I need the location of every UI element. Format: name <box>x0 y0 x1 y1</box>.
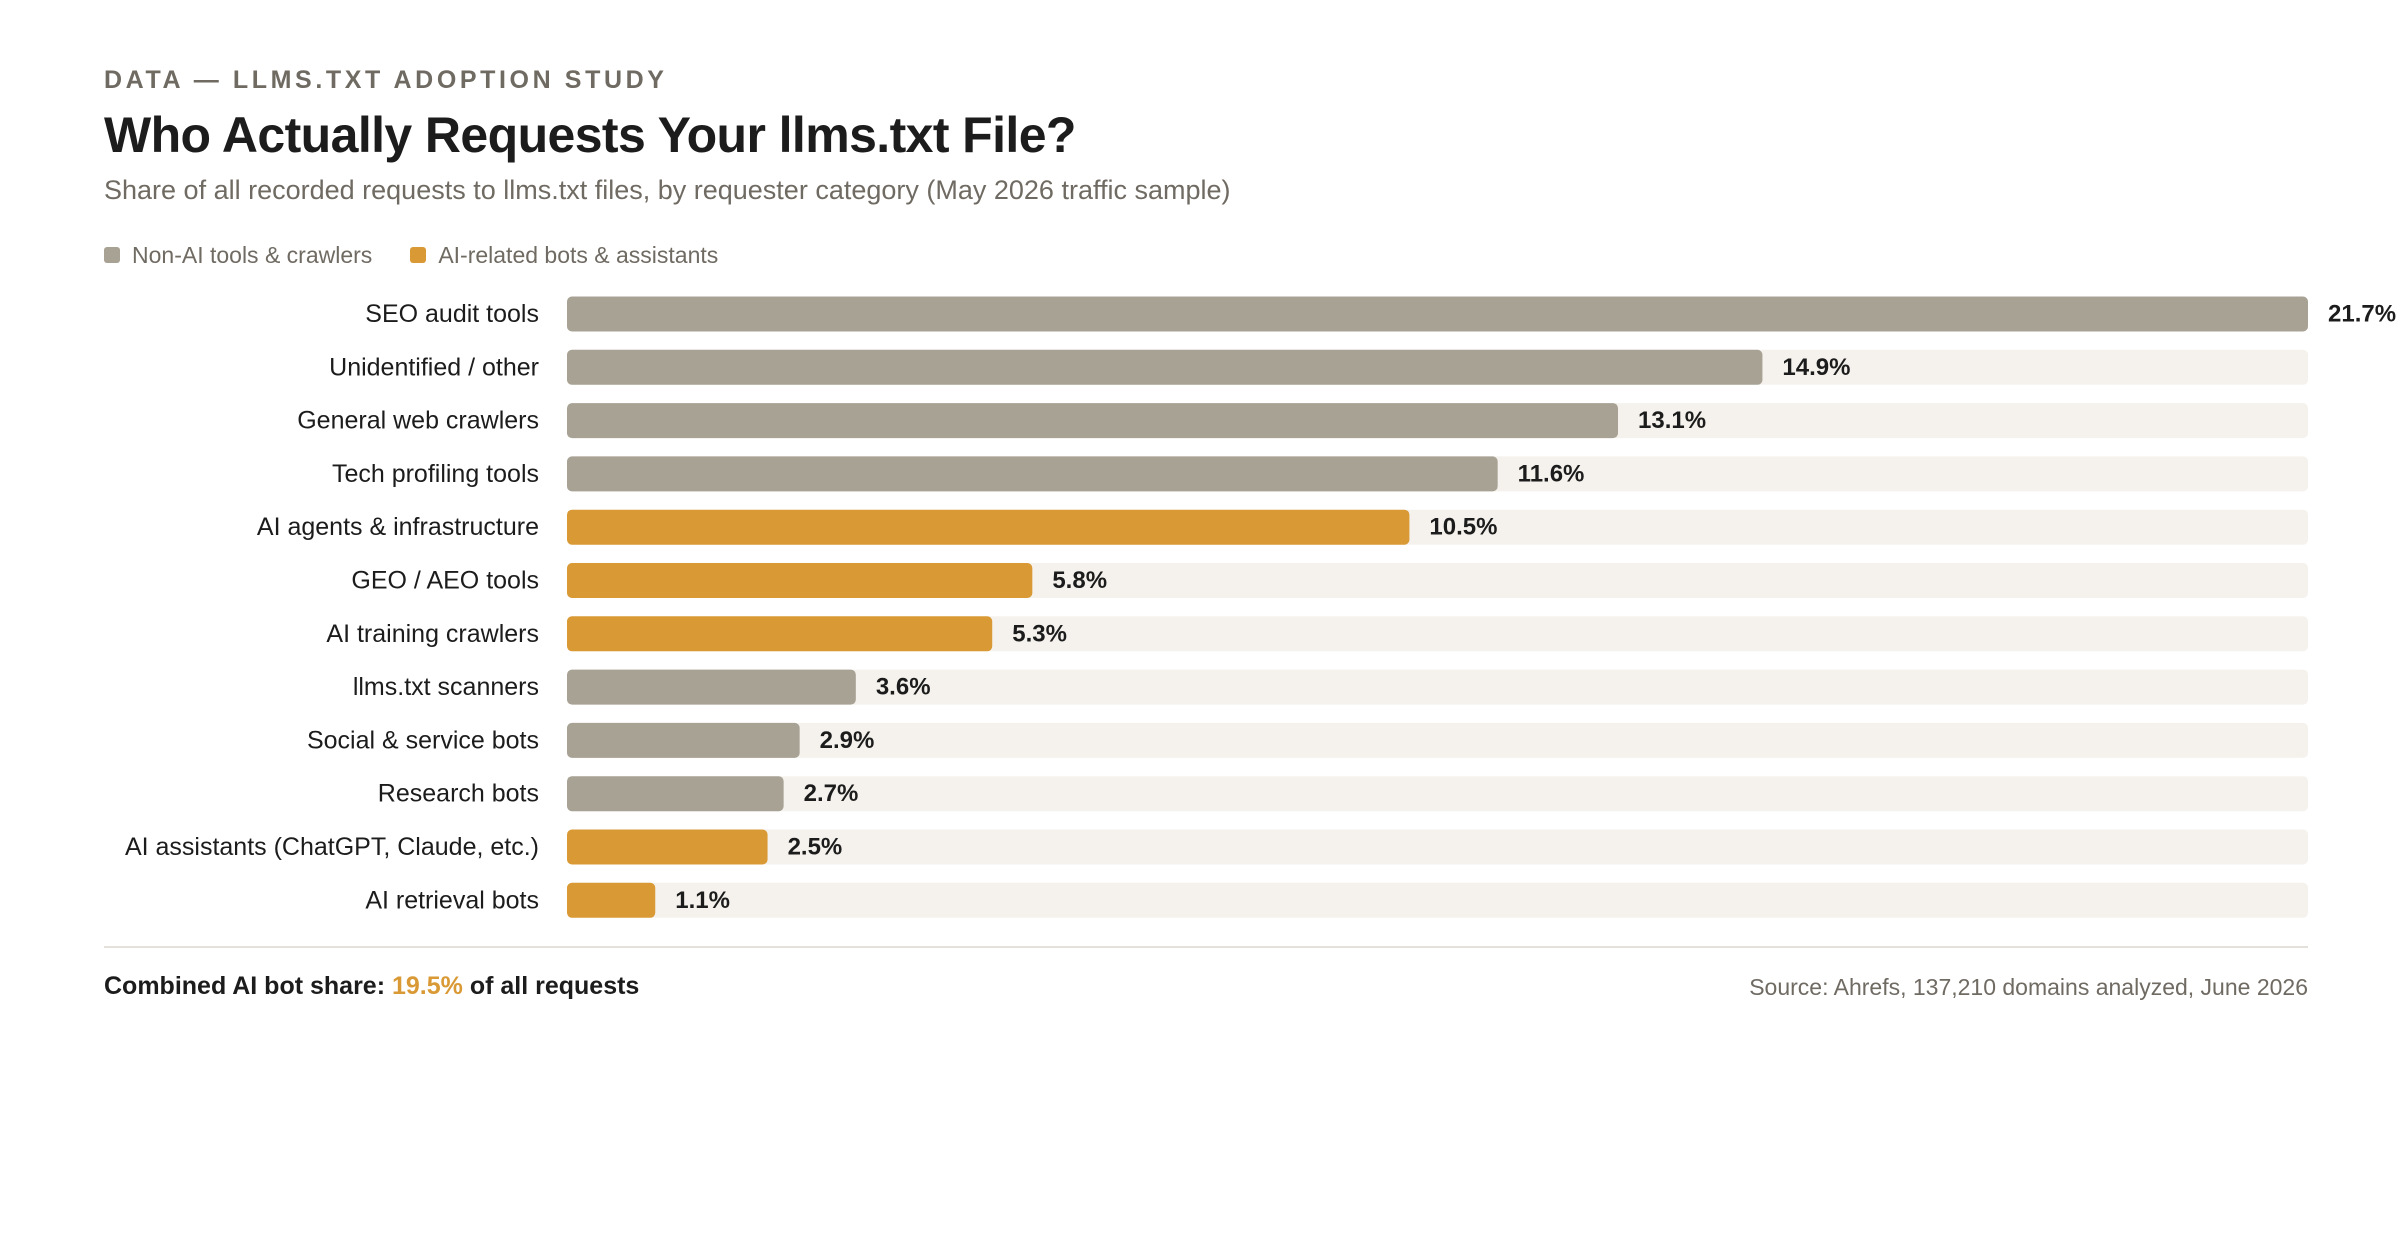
source-note: Source: Ahrefs, 137,210 domains analyzed… <box>1749 974 2308 1000</box>
category-label-unidentified-other: Unidentified / other <box>329 353 539 381</box>
bar-llms-txt-scanners <box>567 669 856 705</box>
category-label-tech-profiling-tools: Tech profiling tools <box>332 460 539 488</box>
value-label-ai-training-crawlers: 5.3% <box>1012 620 1067 647</box>
bar-seo-audit-tools <box>567 296 2308 332</box>
category-label-llms-txt-scanners: llms.txt scanners <box>353 673 539 701</box>
bar-ai-assistants-chatgpt-claude-etc <box>567 829 768 865</box>
chart-subtitle: Share of all recorded requests to llms.t… <box>104 175 1231 205</box>
category-label-ai-assistants-chatgpt-claude-etc: AI assistants (ChatGPT, Claude, etc.) <box>125 833 539 861</box>
category-label-ai-retrieval-bots: AI retrieval bots <box>365 886 539 914</box>
bar-general-web-crawlers <box>567 403 1619 439</box>
combined-ai-share: Combined AI bot share: 19.5% of all requ… <box>104 972 639 1001</box>
bar-track-ai-assistants-chatgpt-claude-etc <box>567 829 2308 865</box>
value-label-ai-agents-infrastructure: 10.5% <box>1429 514 1497 541</box>
bar-track-ai-retrieval-bots <box>567 882 2308 918</box>
bar-track-llms-txt-scanners <box>567 669 2308 705</box>
value-label-social-service-bots: 2.9% <box>820 727 875 754</box>
category-label-social-service-bots: Social & service bots <box>307 726 539 754</box>
value-label-research-bots: 2.7% <box>804 780 859 807</box>
legend-item-non-ai: Non-AI tools & crawlers <box>104 242 372 269</box>
value-label-seo-audit-tools: 21.7% <box>2328 301 2396 328</box>
value-label-unidentified-other: 14.9% <box>1782 354 1850 381</box>
category-label-research-bots: Research bots <box>378 780 539 808</box>
value-label-ai-assistants-chatgpt-claude-etc: 2.5% <box>788 834 843 861</box>
bar-geo-aeo-tools <box>567 563 1033 598</box>
bar-track-research-bots <box>567 776 2308 812</box>
footer-divider <box>104 946 2308 948</box>
bar-research-bots <box>567 776 784 812</box>
legend-swatch-non-ai <box>104 247 120 263</box>
bar-track-ai-training-crawlers <box>567 616 2308 652</box>
legend-swatch-ai <box>410 247 427 263</box>
category-label-general-web-crawlers: General web crawlers <box>297 407 539 435</box>
category-label-geo-aeo-tools: GEO / AEO tools <box>351 567 539 595</box>
legend-label-non-ai: Non-AI tools & crawlers <box>132 241 373 268</box>
legend-item-ai: AI-related bots & assistants <box>410 242 718 269</box>
bar-ai-agents-infrastructure <box>567 509 1410 545</box>
bar-ai-training-crawlers <box>567 616 993 652</box>
chart-title: Who Actually Requests Your llms.txt File… <box>104 107 1076 163</box>
category-label-ai-training-crawlers: AI training crawlers <box>326 620 539 648</box>
legend-label-ai: AI-related bots & assistants <box>438 241 719 268</box>
category-label-seo-audit-tools: SEO audit tools <box>365 300 539 328</box>
eyebrow-label: DATA — LLMS.TXT ADOPTION STUDY <box>104 66 668 94</box>
summary-prefix: Combined AI bot share: <box>104 972 386 1000</box>
bar-ai-retrieval-bots <box>567 882 656 918</box>
bar-social-service-bots <box>567 722 800 758</box>
bar-chart: SEO audit tools 21.7% Unidentified / other… <box>125 296 2396 918</box>
bar-track-social-service-bots <box>567 722 2308 758</box>
summary-value: 19.5% <box>391 972 463 1000</box>
value-label-ai-retrieval-bots: 1.1% <box>675 887 730 914</box>
summary-suffix: of all requests <box>469 972 640 1000</box>
bar-unidentified-other <box>567 349 1763 385</box>
value-label-llms-txt-scanners: 3.6% <box>876 674 931 701</box>
value-label-geo-aeo-tools: 5.8% <box>1052 567 1107 594</box>
bar-tech-profiling-tools <box>567 456 1498 492</box>
category-label-ai-agents-infrastructure: AI agents & infrastructure <box>257 513 539 541</box>
value-label-tech-profiling-tools: 11.6% <box>1518 460 1585 487</box>
chart-legend: Non-AI tools & crawlers AI-related bots … <box>104 240 718 270</box>
value-label-general-web-crawlers: 13.1% <box>1638 407 1706 434</box>
